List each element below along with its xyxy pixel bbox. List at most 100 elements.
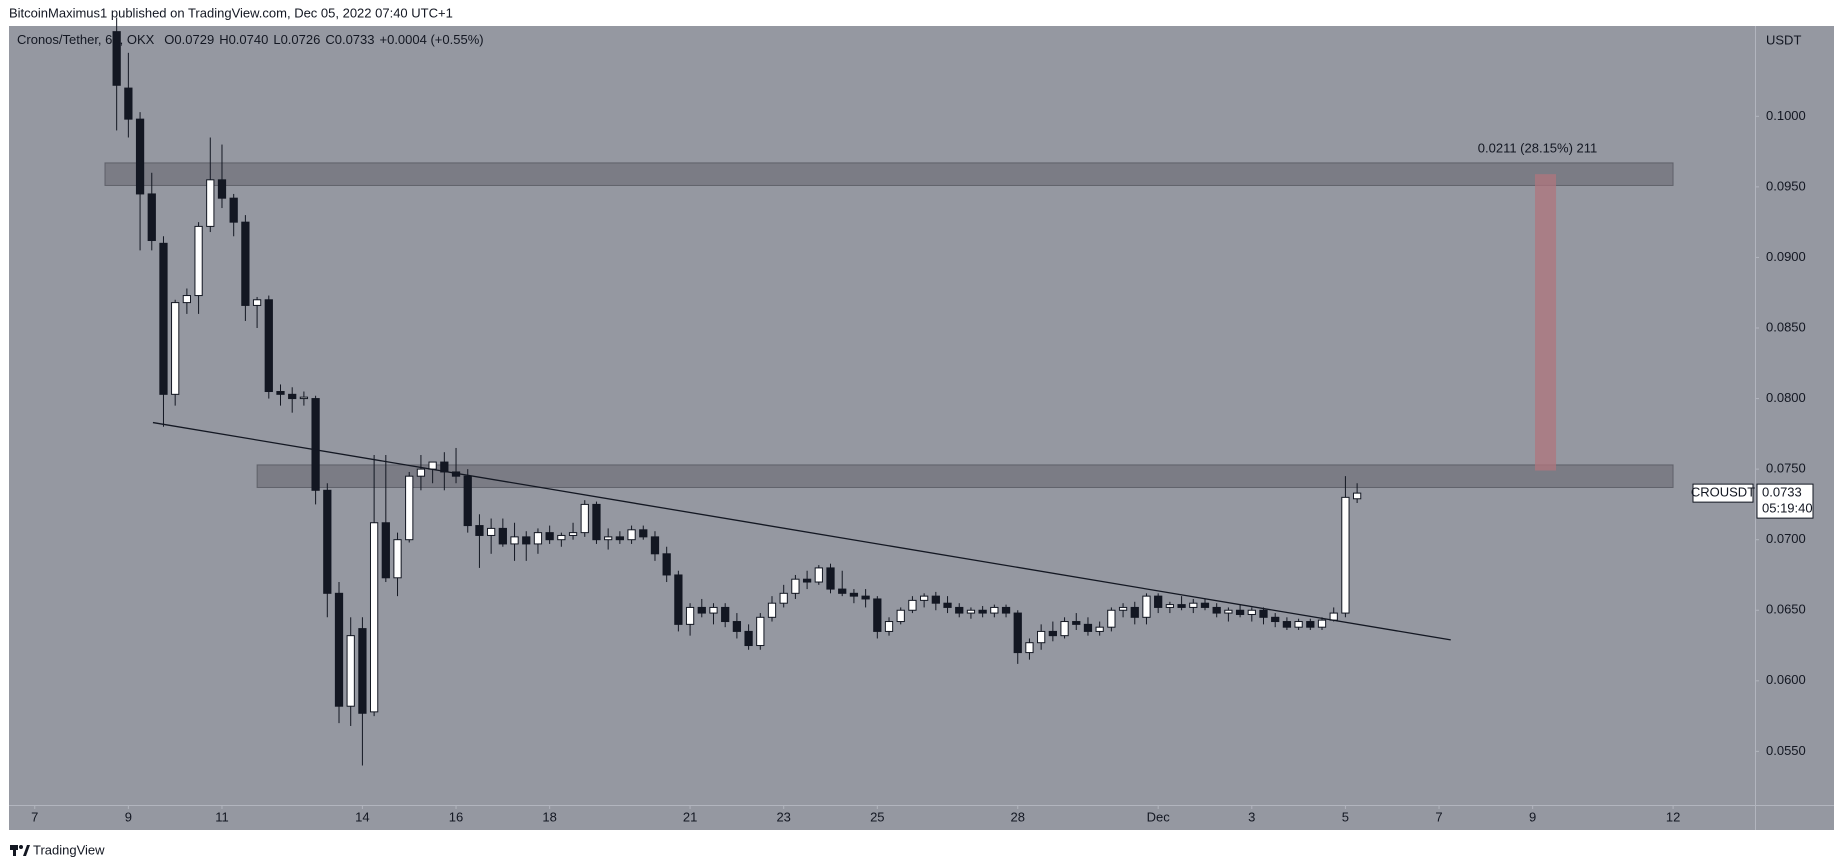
x-tick-label: 3 bbox=[1248, 809, 1255, 824]
x-tick-label: 5 bbox=[1342, 809, 1349, 824]
candle-body bbox=[604, 536, 613, 541]
candle-body bbox=[416, 468, 426, 477]
candle-body bbox=[194, 225, 203, 297]
candle-body bbox=[487, 527, 496, 536]
candle-body bbox=[814, 567, 823, 583]
publish-header: BitcoinMaximus1 published on TradingView… bbox=[9, 5, 453, 20]
candle-body bbox=[685, 606, 695, 625]
legend-value: 0.0729 bbox=[174, 32, 214, 47]
candle-body bbox=[990, 606, 999, 614]
candle-body bbox=[510, 536, 519, 545]
candle-body bbox=[639, 529, 648, 538]
candle-body bbox=[674, 574, 683, 625]
candle-body bbox=[545, 532, 554, 541]
candle-body bbox=[861, 595, 870, 600]
candle-body bbox=[405, 475, 414, 541]
horizontal-zone bbox=[256, 464, 1674, 488]
y-tick-label: 0.0750 bbox=[1766, 461, 1806, 476]
candle-body bbox=[241, 221, 250, 306]
candle-body bbox=[627, 529, 636, 541]
horizontal-zone bbox=[104, 162, 1674, 186]
candle-body bbox=[288, 393, 297, 400]
candle-body bbox=[955, 606, 964, 614]
x-tick-label: 25 bbox=[870, 809, 884, 824]
candle-body bbox=[732, 621, 742, 632]
price-tag bbox=[1756, 483, 1814, 519]
x-tick-label: 12 bbox=[1666, 809, 1680, 824]
candle-body bbox=[920, 595, 929, 601]
candle-body bbox=[849, 592, 859, 597]
candle-body bbox=[826, 567, 835, 590]
candle-body bbox=[1013, 612, 1022, 654]
plot-background bbox=[9, 26, 1755, 805]
candle-body bbox=[650, 536, 660, 555]
x-tick-label: 9 bbox=[125, 809, 132, 824]
candle-body bbox=[1259, 609, 1268, 618]
candle-body bbox=[1341, 496, 1350, 614]
candle-body bbox=[1224, 609, 1233, 614]
legend-key: C bbox=[325, 32, 334, 47]
countdown-label: 05:19:40 bbox=[1762, 501, 1813, 516]
y-tick-label: 0.0550 bbox=[1766, 743, 1806, 758]
x-tick-label: 7 bbox=[31, 809, 38, 824]
candle-body bbox=[697, 606, 706, 614]
candle-body bbox=[171, 302, 180, 395]
candle-body bbox=[615, 536, 624, 541]
candle-body bbox=[1282, 621, 1292, 628]
candle-body bbox=[229, 197, 238, 223]
candle-body bbox=[568, 532, 578, 536]
candle-body bbox=[1083, 623, 1093, 632]
candle-body bbox=[1294, 621, 1303, 628]
legend-key: L bbox=[273, 32, 280, 47]
candle-body bbox=[1025, 642, 1034, 654]
x-tick-label: Dec bbox=[1147, 809, 1171, 824]
candle-body bbox=[147, 193, 156, 242]
x-tick-label: 7 bbox=[1435, 809, 1442, 824]
candle-body bbox=[1130, 606, 1139, 618]
candle-body bbox=[1271, 616, 1280, 623]
y-tick-label: 0.0900 bbox=[1766, 249, 1806, 264]
candle-body bbox=[1306, 621, 1315, 628]
candle-body bbox=[966, 609, 976, 614]
candle-body bbox=[931, 595, 940, 604]
x-tick-label: 11 bbox=[215, 809, 229, 824]
time-axis-background bbox=[9, 806, 1834, 830]
y-tick-label: 0.0700 bbox=[1766, 531, 1806, 546]
candle-body bbox=[767, 602, 777, 618]
candle-body bbox=[475, 525, 484, 536]
symbol-tag-label: CROUSDT bbox=[1691, 485, 1755, 500]
x-tick-label: 18 bbox=[542, 809, 556, 824]
candle-body bbox=[264, 299, 273, 393]
candle-body bbox=[662, 553, 671, 576]
candle-body bbox=[557, 534, 566, 541]
candle-body bbox=[1154, 595, 1163, 608]
y-tick-label: 0.0800 bbox=[1766, 390, 1806, 405]
candle-body bbox=[498, 527, 507, 545]
measure-label: 0.0211 (28.15%) 211 bbox=[1478, 141, 1598, 156]
candle-body bbox=[1317, 619, 1327, 628]
trendline bbox=[152, 421, 1451, 641]
tv-logo bbox=[10, 845, 30, 856]
candle-body bbox=[779, 592, 788, 604]
y-tick-label: 0.0950 bbox=[1766, 178, 1806, 193]
candle-body bbox=[299, 396, 309, 400]
candle-body bbox=[393, 539, 402, 579]
candle-body bbox=[252, 299, 262, 306]
candle-body bbox=[522, 536, 531, 545]
candle-body bbox=[206, 179, 215, 227]
candle-body bbox=[381, 522, 390, 579]
candle-body bbox=[873, 598, 882, 632]
candle-body bbox=[756, 616, 765, 647]
candle-body bbox=[217, 179, 227, 199]
y-tick-label: 0.1000 bbox=[1766, 108, 1806, 123]
candle-body bbox=[135, 118, 145, 195]
x-tick-label: 16 bbox=[449, 809, 463, 824]
candle-body bbox=[428, 461, 437, 470]
price-tag-label: 0.0733 bbox=[1762, 485, 1802, 500]
candle-body bbox=[1118, 606, 1128, 611]
candle-body bbox=[1095, 626, 1104, 632]
candle-body bbox=[1329, 612, 1338, 621]
candle-body bbox=[1037, 630, 1046, 644]
